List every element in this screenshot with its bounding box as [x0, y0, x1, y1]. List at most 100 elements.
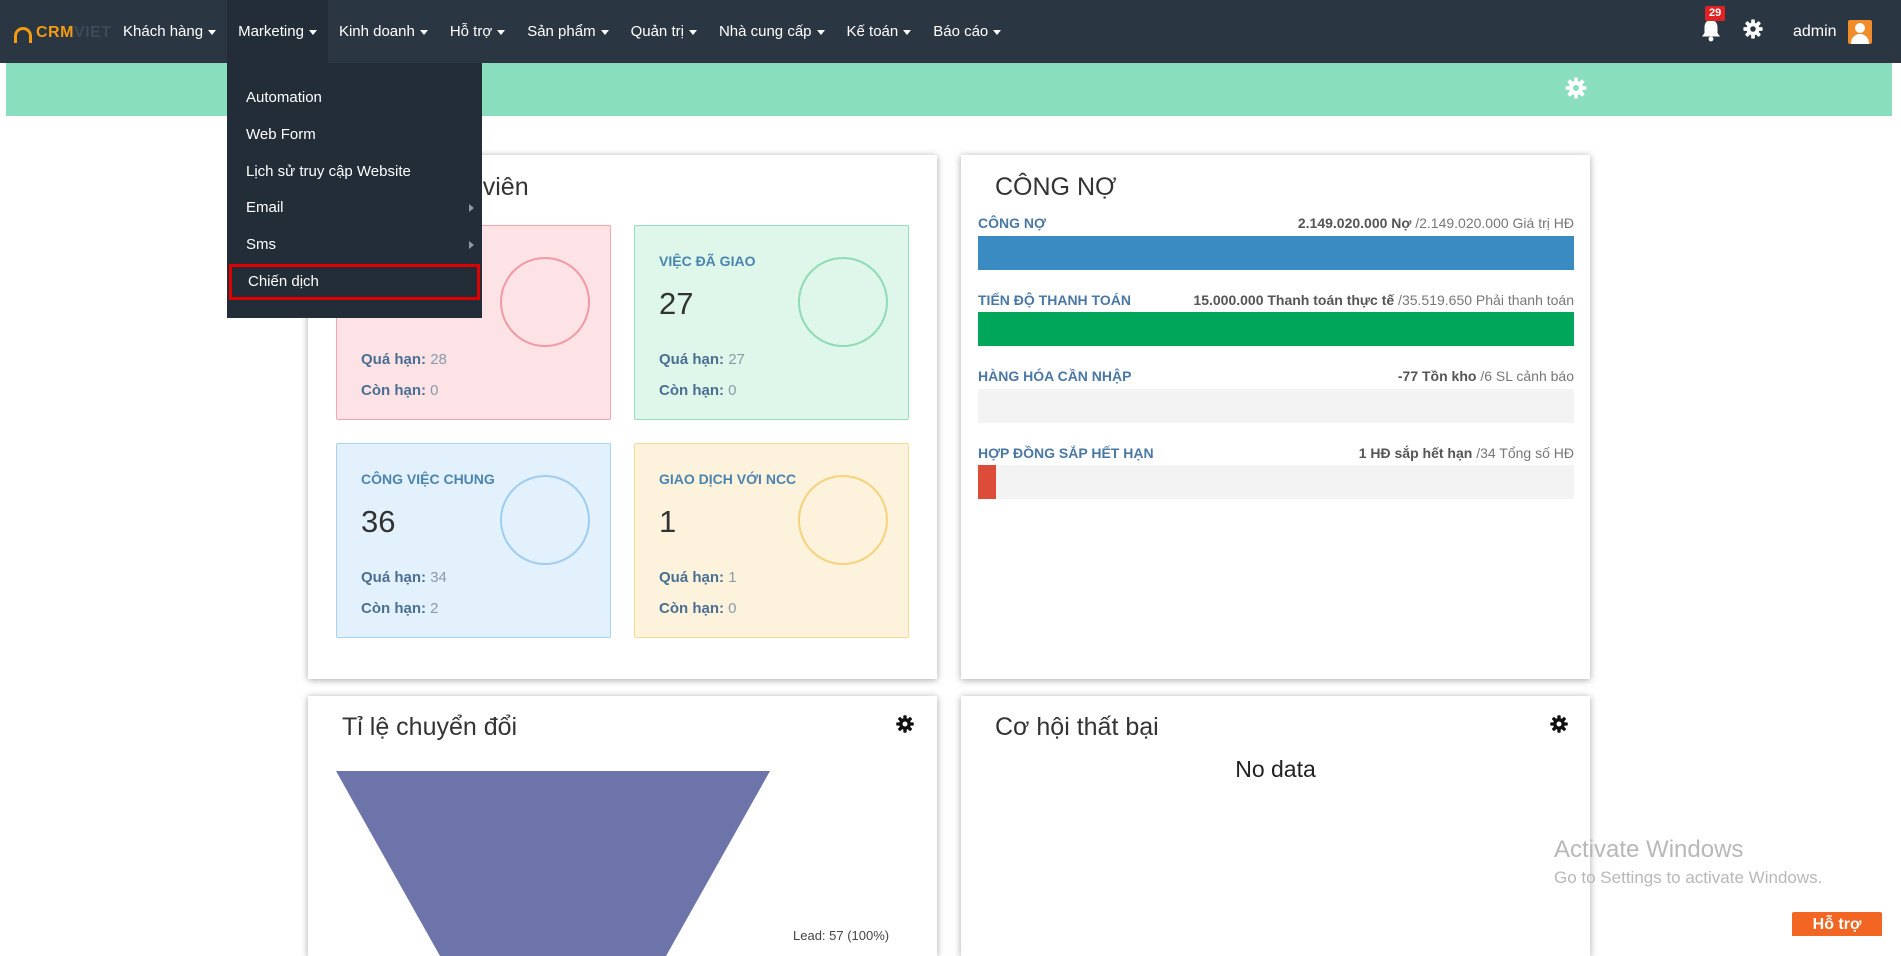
stat-overdue-row: Quá hạn: 27 [659, 351, 745, 368]
nav-label: Kinh doanh [338, 23, 415, 40]
progress-value: 15.000.000 Thanh toán thực tế /35.519.65… [1193, 292, 1574, 308]
stat-remaining-row: Còn hạn: 0 [659, 600, 737, 617]
brand-logo[interactable]: CRM VIET [14, 22, 112, 44]
remaining-value: 2 [430, 600, 439, 617]
progress-fill [978, 236, 1574, 270]
debt-panel: CÔNG NỢ CÔNG NỢ 2.149.020.000 Nợ /2.149.… [961, 155, 1590, 679]
remaining-label: Còn hạn: [659, 600, 724, 617]
main-nav: Khách hàng Marketing Kinh doanh Hỗ trợ S… [112, 0, 1012, 63]
progress-value-main: -77 Tồn kho [1397, 368, 1477, 384]
progress-value-main: 1 HĐ sắp hết hạn [1358, 445, 1473, 461]
menu-item-label: Sms [246, 236, 276, 253]
nav-nha-cung-cap[interactable]: Nhà cung cấp [708, 0, 836, 63]
overdue-value: 1 [728, 569, 737, 586]
nav-quan-tri[interactable]: Quản trị [620, 0, 708, 63]
stat-label: VIỆC ĐÃ GIAO [659, 253, 756, 269]
top-navbar: CRM VIET Khách hàng Marketing Kinh doanh… [0, 0, 1901, 63]
overdue-value: 34 [430, 569, 447, 586]
user-name[interactable]: admin [1793, 23, 1837, 40]
logo-icon [14, 27, 32, 43]
chevron-right-icon [469, 204, 474, 212]
remaining-label: Còn hạn: [659, 382, 724, 399]
nav-label: Quản trị [630, 23, 684, 40]
settings-gear-icon[interactable] [1564, 76, 1588, 100]
avatar[interactable] [1848, 20, 1872, 44]
nav-label: Nhà cung cấp [718, 23, 812, 40]
logo-text-crm: CRM [36, 24, 74, 41]
stat-card-supplier-deals[interactable]: GIAO DỊCH VỚI NCC 1 Quá hạn: 1 Còn hạn: … [634, 443, 909, 638]
progress-value-total: /6 SL cảnh báo [1476, 368, 1574, 384]
nav-label: Khách hàng [123, 23, 204, 40]
caret-down-icon [208, 29, 217, 35]
marketing-dropdown-menu: Automation Web Form Lịch sử truy cập Web… [227, 63, 482, 318]
remaining-label: Còn hạn: [361, 600, 426, 617]
menu-item-automation[interactable]: Automation [246, 89, 322, 106]
conversion-panel: Tỉ lệ chuyển đổi Lead: 57 (100%) [308, 696, 937, 956]
stat-value: 36 [361, 504, 396, 539]
caret-down-icon [903, 29, 912, 35]
nav-ke-toan[interactable]: Kế toán [836, 0, 923, 63]
stat-value: 27 [659, 286, 694, 321]
stat-label: CÔNG VIỆC CHUNG [361, 471, 495, 487]
stat-card-assigned[interactable]: VIỆC ĐÃ GIAO 27 Quá hạn: 27 Còn hạn: 0 [634, 225, 909, 420]
nav-ho-tro[interactable]: Hỗ trợ [439, 0, 516, 63]
progress-fill [978, 312, 1574, 346]
chevron-right-icon [469, 241, 474, 249]
progress-value-total: /2.149.020.000 Giá trị HĐ [1411, 215, 1574, 231]
caret-down-icon [993, 29, 1002, 35]
avatar-body [1851, 34, 1869, 44]
nav-marketing[interactable]: Marketing [227, 0, 328, 63]
funnel-segment-lead[interactable] [336, 771, 770, 956]
remaining-value: 0 [430, 382, 439, 399]
progress-value-total: /34 Tổng số HĐ [1472, 445, 1574, 461]
remaining-value: 0 [728, 382, 737, 399]
progress-value-main: 15.000.000 Thanh toán thực tế [1193, 292, 1395, 308]
menu-item-email[interactable]: Email [227, 190, 482, 226]
nav-label: Marketing [238, 23, 304, 40]
menu-item-web-form[interactable]: Web Form [246, 126, 316, 143]
progress-label: TIẾN ĐỘ THANH TOÁN [978, 292, 1131, 308]
gear-icon[interactable] [895, 714, 915, 734]
remaining-label: Còn hạn: [361, 382, 426, 399]
caret-down-icon [600, 29, 609, 35]
menu-item-website-history[interactable]: Lịch sử truy cập Website [246, 163, 411, 180]
activate-windows-title: Activate Windows [1554, 836, 1744, 863]
progress-label: HÀNG HÓA CẦN NHẬP [978, 368, 1132, 384]
caret-down-icon [688, 29, 697, 35]
stat-circle [500, 475, 590, 565]
progress-fill [978, 465, 996, 499]
stat-overdue-row: Quá hạn: 1 [659, 569, 737, 586]
bell-icon[interactable] [1700, 18, 1722, 42]
stat-circle [500, 257, 590, 347]
debt-panel-title: CÔNG NỢ [995, 173, 1117, 201]
nav-label: Sản phẩm [527, 23, 596, 40]
menu-item-sms[interactable]: Sms [227, 227, 482, 263]
stat-remaining-row: Còn hạn: 0 [659, 382, 737, 399]
progress-value: 1 HĐ sắp hết hạn /34 Tổng số HĐ [1359, 445, 1574, 461]
stat-overdue-row: Quá hạn: 28 [361, 351, 447, 368]
gear-icon[interactable] [1742, 18, 1764, 40]
stat-remaining-row: Còn hạn: 0 [361, 382, 439, 399]
menu-item-campaign[interactable]: Chiến dịch [229, 264, 480, 300]
conversion-panel-title: Tỉ lệ chuyển đổi [342, 713, 518, 741]
nav-label: Báo cáo [933, 23, 989, 40]
progress-track [978, 312, 1574, 346]
stat-value: 1 [659, 504, 677, 539]
stat-overdue-row: Quá hạn: 34 [361, 569, 447, 586]
stat-card-common-work[interactable]: CÔNG VIỆC CHUNG 36 Quá hạn: 34 Còn hạn: … [336, 443, 611, 638]
conversion-funnel [336, 771, 770, 956]
support-button[interactable]: Hỗ trợ [1792, 912, 1882, 936]
nav-khach-hang[interactable]: Khách hàng [112, 0, 227, 63]
stat-circle [798, 475, 888, 565]
gear-icon[interactable] [1549, 714, 1569, 734]
nav-kinh-doanh[interactable]: Kinh doanh [328, 0, 439, 63]
nav-label: Hỗ trợ [449, 23, 493, 40]
stat-label: GIAO DỊCH VỚI NCC [659, 471, 797, 487]
nav-san-pham[interactable]: Sản phẩm [516, 0, 619, 63]
progress-track [978, 236, 1574, 270]
progress-value: 2.149.020.000 Nợ /2.149.020.000 Giá trị … [1298, 215, 1574, 231]
nav-bao-cao[interactable]: Báo cáo [922, 0, 1012, 63]
progress-label: CÔNG NỢ [978, 215, 1046, 231]
remaining-value: 0 [728, 600, 737, 617]
lost-panel-title: Cơ hội thất bại [995, 713, 1159, 741]
